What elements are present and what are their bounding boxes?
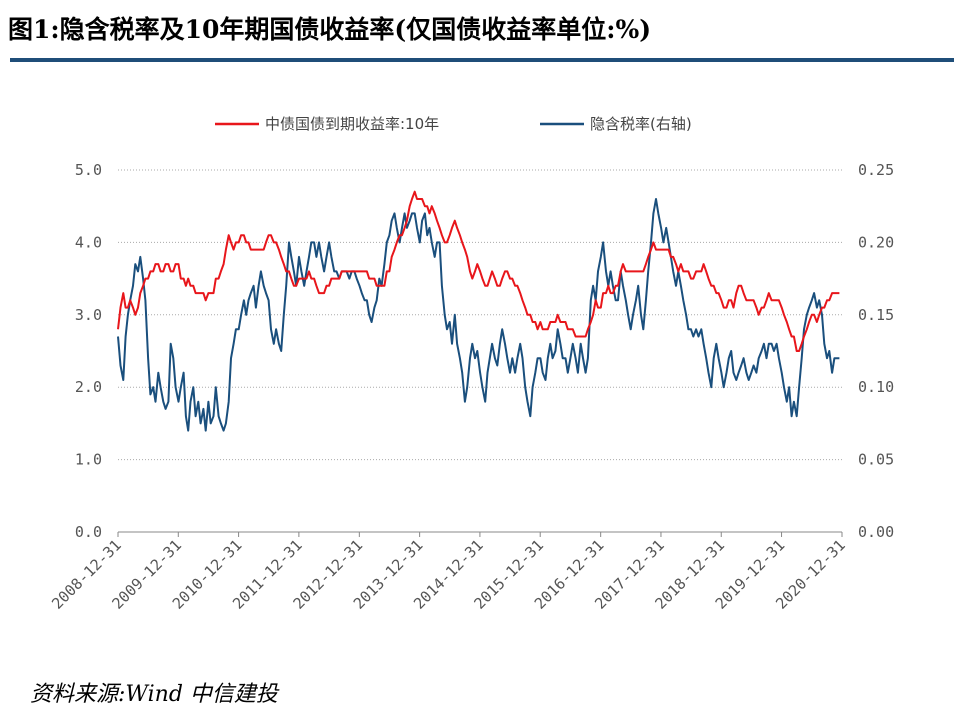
y-right-tick-label: 0.10 — [858, 378, 894, 396]
y-left-tick-label: 0.0 — [75, 523, 102, 541]
y-left-tick-label: 4.0 — [75, 233, 102, 251]
y-right-tick-label: 0.20 — [858, 233, 894, 251]
y-right-tick-label: 0.05 — [858, 451, 894, 469]
title-bar: 图1:隐含税率及10年期国债收益率(仅国债收益率单位:%) — [0, 0, 964, 62]
x-axis: 2008-12-312009-12-312010-12-312011-12-31… — [48, 531, 849, 613]
y-right-tick-label: 0.25 — [858, 161, 894, 179]
chart-legend: 中债国债到期收益率:10年 隐含税率(右轴) — [215, 115, 692, 133]
y-left-tick-label: 2.0 — [75, 378, 102, 396]
legend-item-yield-label: 中债国债到期收益率:10年 — [265, 115, 439, 133]
y-axis-right: 0.00 0.05 0.10 0.15 0.20 0.25 — [858, 161, 894, 541]
y-axis-left: 0.0 1.0 2.0 3.0 4.0 5.0 — [75, 161, 102, 541]
page-title: 图1:隐含税率及10年期国债收益率(仅国债收益率单位:%) — [8, 15, 652, 44]
y-left-tick-label: 5.0 — [75, 161, 102, 179]
legend-item-tax-label: 隐含税率(右轴) — [590, 115, 692, 133]
chart: 0.01.02.03.04.05.0 0.000.050.100.150.200… — [48, 115, 894, 613]
y-left-tick-label: 3.0 — [75, 306, 102, 324]
title-divider — [10, 58, 954, 62]
series-line-tax — [117, 198, 840, 432]
series-line-yield — [117, 190, 840, 352]
source-note: 资料来源:Wind 中信建投 — [30, 682, 278, 707]
y-right-tick-label: 0.00 — [858, 523, 894, 541]
series-lines — [117, 190, 840, 432]
y-left-tick-label: 1.0 — [75, 451, 102, 469]
y-right-tick-label: 0.15 — [858, 306, 894, 324]
